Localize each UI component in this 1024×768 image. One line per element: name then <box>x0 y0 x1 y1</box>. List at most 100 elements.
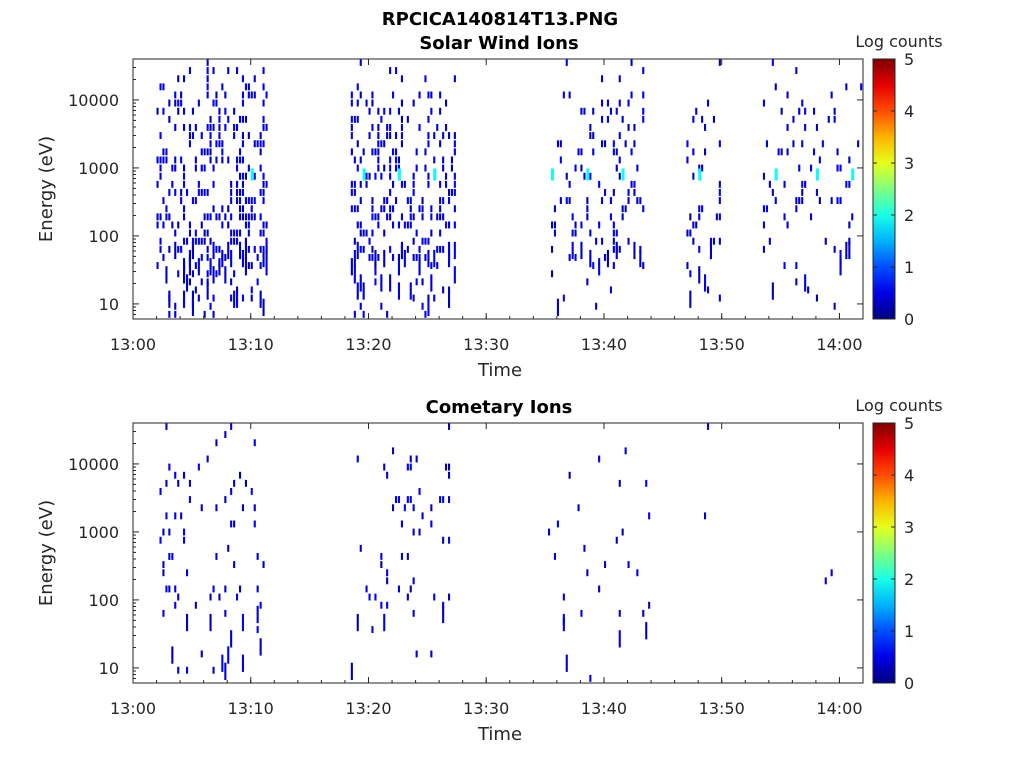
spectrogram-cell <box>392 205 395 213</box>
spectrogram-cell <box>262 115 265 123</box>
spectrogram-cell <box>403 221 406 229</box>
spectrogram-cell <box>707 286 710 294</box>
spectrogram-cell <box>377 148 380 156</box>
spectrogram-cell <box>359 91 362 99</box>
spectrogram-cell <box>601 237 604 245</box>
spectrogram-cell <box>168 553 171 560</box>
spectrogram-cell <box>183 75 186 83</box>
spectrogram-cell <box>801 180 804 188</box>
spectrogram-cell <box>374 148 377 156</box>
spectrogram-cell <box>421 213 424 221</box>
spectrogram-cell <box>430 650 433 658</box>
spectrogram-cell <box>171 646 174 664</box>
spectrogram-cell <box>421 512 424 520</box>
spectrogram-cell <box>159 237 162 245</box>
spectrogram-cell <box>427 180 430 188</box>
spectrogram-cell <box>256 254 259 261</box>
spectrogram-cell <box>159 132 162 139</box>
spectrogram-cell <box>250 213 253 221</box>
spectrogram-cell <box>592 132 595 139</box>
panel-1: 13:00 13:10 13:20 13:30 13:40 13:50 14:0010100… <box>36 32 943 381</box>
spectrogram-cell <box>256 553 259 560</box>
spectrogram-cell <box>412 189 415 196</box>
spectrogram-cell <box>168 115 171 123</box>
spectrogram-cell <box>442 496 445 503</box>
spectrogram-cell <box>188 124 191 131</box>
spectrogram-cell <box>356 455 359 463</box>
spectrogram-cell <box>239 156 242 164</box>
spectrogram-cell <box>633 140 636 148</box>
spectrogram-cell <box>165 479 168 487</box>
spectrogram-cell <box>450 164 453 172</box>
spectrogram-cell <box>833 107 836 115</box>
spectrogram-cell <box>239 471 242 479</box>
spectrogram-cell <box>601 140 604 148</box>
spectrogram-cell <box>262 99 265 107</box>
spectrogram-cell <box>236 229 239 237</box>
spectrogram-cell <box>427 237 430 245</box>
spectrogram-cell <box>836 148 839 156</box>
spectrogram-cell <box>371 213 374 221</box>
spectrogram-cell <box>177 245 180 253</box>
spectrogram-cell <box>715 213 718 221</box>
spectrogram-cell <box>209 613 212 632</box>
spectrogram-cell <box>206 124 209 131</box>
spectrogram-cell <box>430 229 433 237</box>
spectrogram-cell <box>215 245 218 253</box>
spectrogram-cell <box>786 221 789 229</box>
spectrogram-cell <box>439 107 442 115</box>
spectrogram-cell <box>442 601 445 609</box>
spectrogram-cell <box>389 164 392 172</box>
spectrogram-cell <box>380 140 383 148</box>
spectrogram-cell <box>162 569 165 577</box>
spectrogram-cell <box>262 83 265 91</box>
spectrogram-cell <box>589 172 592 180</box>
spectrogram-cell <box>209 237 212 245</box>
spectrogram-cell <box>397 282 400 300</box>
spectrogram-cell <box>191 245 194 253</box>
spectrogram-cell <box>448 221 451 229</box>
spectrogram-cell <box>839 197 842 204</box>
spectrogram-cell <box>206 229 209 237</box>
spectrogram-cell <box>589 124 592 131</box>
spectrogram-cell <box>200 189 203 196</box>
spectrogram-cell <box>259 245 262 253</box>
spectrogram-cell <box>206 67 209 74</box>
spectrogram-cell <box>168 245 171 253</box>
spectrogram-cell <box>424 164 427 172</box>
spectrogram-cell <box>412 172 415 180</box>
spectrogram-cell <box>359 229 362 237</box>
spectrogram-cell <box>350 148 353 156</box>
spectrogram-cell <box>568 254 571 261</box>
spectrogram-cell <box>244 258 247 276</box>
spectrogram-cell <box>421 237 424 245</box>
spectrogram-cell <box>577 148 580 156</box>
spectrogram-cell <box>244 479 247 487</box>
spectrogram-cell <box>350 91 353 99</box>
spectrogram-cell <box>762 245 765 253</box>
spectrogram-cell <box>200 221 203 229</box>
spectrogram-cell <box>177 107 180 115</box>
spectrogram-cell <box>400 99 403 107</box>
spectrogram-cell <box>206 278 209 286</box>
spectrogram-cell <box>350 189 353 196</box>
spectrogram-cell <box>250 91 253 99</box>
spectrogram-cell <box>698 245 701 253</box>
spectrogram-cell <box>712 115 715 123</box>
spectrogram-cell <box>857 140 860 148</box>
spectrogram-cell <box>250 294 253 302</box>
spectrogram-cell <box>183 172 186 180</box>
spectrogram-cell <box>801 189 804 196</box>
spectrogram-cell <box>247 245 250 253</box>
spectrogram-cell <box>430 107 433 115</box>
spectrogram-cell <box>350 115 353 123</box>
spectrogram-cell <box>612 237 615 245</box>
spectrogram-cell <box>259 140 262 148</box>
spectrogram-cell <box>415 650 418 658</box>
spectrogram-cell <box>380 561 383 568</box>
spectrogram-cell <box>718 140 721 148</box>
spectrogram-cell <box>824 577 827 585</box>
spectrogram-cell <box>265 245 268 253</box>
spectrogram-cell <box>200 237 203 245</box>
spectrogram-cell <box>377 140 380 148</box>
